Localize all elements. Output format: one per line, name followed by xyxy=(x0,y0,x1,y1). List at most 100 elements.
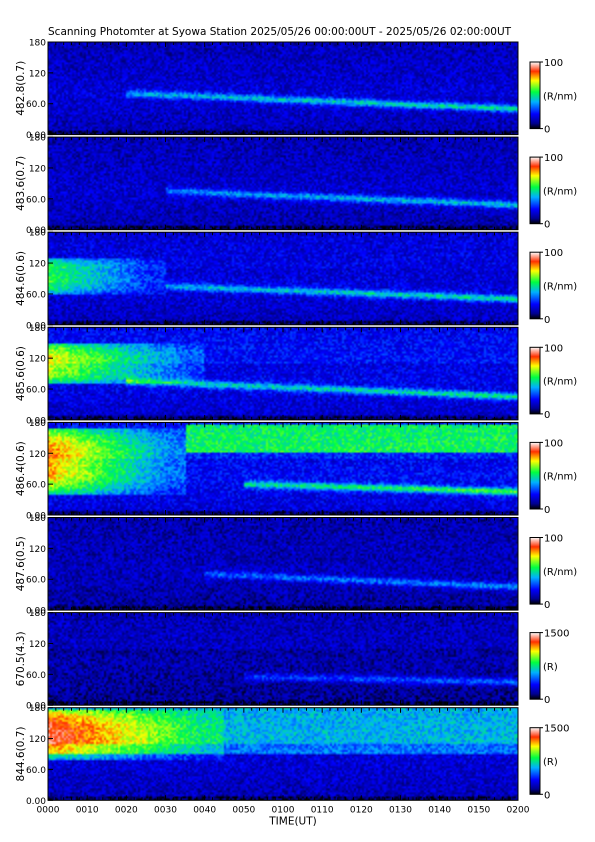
colorbar-max-label: 100 xyxy=(544,58,563,69)
y-tick-label: 180 xyxy=(29,514,46,524)
colorbar xyxy=(529,441,541,510)
heatmap-image-4 xyxy=(48,327,518,420)
panel-3: 0.00 60.0 120 180 484.6(0.6) 100 0 (R/nm) xyxy=(15,229,577,332)
colorbar-min-label: 0 xyxy=(544,220,550,231)
colorbar-min-label: 0 xyxy=(544,790,550,801)
colorbar-min-label: 0 xyxy=(544,695,550,706)
colorbar-unit-label: (R/nm) xyxy=(543,282,577,293)
y-tick-label: 120 xyxy=(29,164,46,174)
panel-1: 0.00 60.0 120 180 482.8(0.7) 100 0 (R/nm) xyxy=(15,39,577,142)
y-tick-label: 180 xyxy=(29,324,46,334)
x-tick-label: 0200 xyxy=(507,805,530,815)
panel-8: 0.00 60.0 120 180 844.6(0.7) 1500 0 (R) xyxy=(15,704,569,807)
heatmap-image-3 xyxy=(48,232,518,325)
colorbar-unit-label: (R) xyxy=(543,757,558,768)
colorbar-unit-label: (R/nm) xyxy=(543,186,577,197)
y-tick-label: 60.0 xyxy=(26,481,46,491)
panel-ylabel: 482.8(0.7) xyxy=(15,61,27,116)
y-tick-label: 0.00 xyxy=(26,607,46,617)
panel-ylabel: 485.6(0.6) xyxy=(15,346,27,401)
y-tick-label: 0.00 xyxy=(26,797,46,807)
x-tick-label: 0020 xyxy=(115,805,138,815)
colorbar-min-label: 0 xyxy=(544,600,550,611)
x-axis: 0000 0010 0020 0030 0040 0050 0100 0110 0120 0130… xyxy=(37,805,530,827)
panel-ylabel: 670.5(4.3) xyxy=(15,631,27,686)
colorbar xyxy=(529,156,541,225)
heatmap-image-1 xyxy=(48,42,518,135)
panel-ylabel: 486.4(0.6) xyxy=(15,441,27,496)
y-tick-label: 0.00 xyxy=(26,321,46,331)
colorbar-unit-label: (R/nm) xyxy=(543,567,577,578)
x-axis-label: TIME(UT) xyxy=(268,815,317,827)
panel-4: 0.00 60.0 120 180 485.6(0.6) 100 0 (R/nm) xyxy=(15,324,577,427)
y-tick-label: 0.00 xyxy=(26,416,46,426)
y-tick-label: 180 xyxy=(29,39,46,49)
y-tick-label: 0.00 xyxy=(26,226,46,236)
panel-2: 0.00 60.0 120 180 483.6(0.7) 100 0 (R/nm) xyxy=(15,134,577,237)
y-tick-label: 120 xyxy=(29,735,46,745)
y-tick-label: 120 xyxy=(29,260,46,270)
colorbar-unit-label: (R) xyxy=(543,662,558,673)
x-tick-label: 0120 xyxy=(350,805,373,815)
colorbar xyxy=(529,251,541,320)
colorbar-unit-label: (R/nm) xyxy=(543,91,577,102)
y-tick-label: 180 xyxy=(29,229,46,239)
colorbar xyxy=(529,632,541,700)
y-tick-label: 120 xyxy=(29,355,46,365)
x-tick-label: 0050 xyxy=(232,805,255,815)
chart-title: Scanning Photomter at Syowa Station 2025… xyxy=(48,26,512,38)
colorbar-max-label: 100 xyxy=(544,343,563,354)
colorbar-min-label: 0 xyxy=(544,315,550,326)
y-tick-label: 60.0 xyxy=(26,576,46,586)
x-tick-label: 0030 xyxy=(154,805,177,815)
y-tick-label: 180 xyxy=(29,419,46,429)
colorbar-max-label: 1500 xyxy=(544,629,569,640)
panel-ylabel: 487.6(0.5) xyxy=(15,536,27,591)
panel-5: 0.00 60.0 120 180 486.4(0.6) 100 0 (R/nm) xyxy=(15,419,577,522)
colorbar-min-label: 0 xyxy=(544,505,550,516)
y-tick-label: 60.0 xyxy=(26,386,46,396)
y-tick-label: 180 xyxy=(29,704,46,714)
colorbar xyxy=(529,537,541,605)
y-tick-label: 120 xyxy=(29,450,46,460)
y-tick-label: 0.00 xyxy=(26,702,46,712)
x-tick-label: 0110 xyxy=(311,805,334,815)
colorbar-max-label: 100 xyxy=(544,248,563,259)
colorbar-min-label: 0 xyxy=(544,410,550,421)
y-tick-label: 60.0 xyxy=(26,671,46,681)
heatmap-image-5 xyxy=(48,422,518,515)
x-tick-label: 0150 xyxy=(467,805,490,815)
colorbar xyxy=(529,61,541,130)
y-tick-label: 0.00 xyxy=(26,512,46,522)
y-tick-label: 180 xyxy=(29,134,46,144)
panel-ylabel: 484.6(0.6) xyxy=(15,251,27,306)
panel-7: 0.00 60.0 120 180 670.5(4.3) 1500 0 (R) xyxy=(15,609,569,712)
y-tick-label: 120 xyxy=(29,69,46,79)
panel-ylabel: 483.6(0.7) xyxy=(15,156,27,211)
heatmap-image-8 xyxy=(48,707,518,801)
x-tick-label: 0100 xyxy=(272,805,295,815)
y-tick-label: 60.0 xyxy=(26,195,46,205)
x-tick-label: 0000 xyxy=(37,805,60,815)
x-tick-label: 0140 xyxy=(428,805,451,815)
colorbar-max-label: 1500 xyxy=(544,724,569,735)
colorbar-max-label: 100 xyxy=(544,438,563,449)
colorbar-unit-label: (R/nm) xyxy=(543,472,577,483)
y-tick-label: 180 xyxy=(29,609,46,619)
y-tick-label: 60.0 xyxy=(26,766,46,776)
x-tick-label: 0010 xyxy=(76,805,99,815)
colorbar-max-label: 100 xyxy=(544,153,563,164)
y-tick-label: 120 xyxy=(29,640,46,650)
heatmap-image-7 xyxy=(48,612,518,706)
y-tick-label: 60.0 xyxy=(26,290,46,300)
colorbar-max-label: 100 xyxy=(544,534,563,545)
colorbar xyxy=(529,346,541,415)
colorbar xyxy=(529,727,541,795)
y-tick-label: 120 xyxy=(29,545,46,555)
panel-6: 0.00 60.0 120 180 487.6(0.5) 100 0 (R/nm) xyxy=(15,514,577,617)
colorbar-unit-label: (R/nm) xyxy=(543,377,577,388)
y-tick-label: 0.00 xyxy=(26,131,46,141)
x-tick-label: 0040 xyxy=(193,805,216,815)
heatmap-image-2 xyxy=(48,137,518,230)
